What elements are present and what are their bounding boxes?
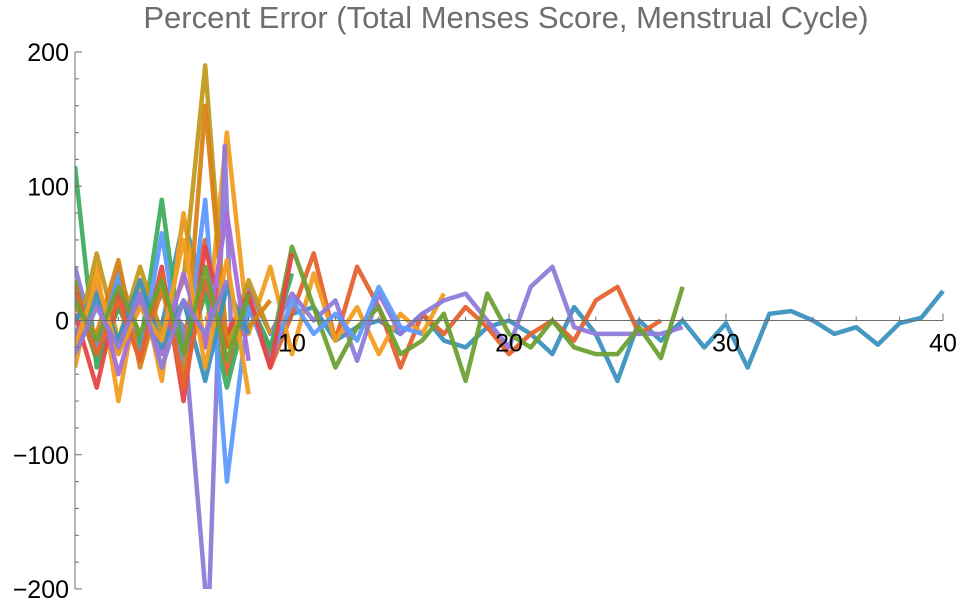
series-line-13 xyxy=(75,271,230,390)
y-tick-label: 0 xyxy=(55,308,69,336)
x-tick-label: 30 xyxy=(712,330,740,358)
series-line-4 xyxy=(75,143,684,589)
chart-title: Percent Error (Total Menses Score, Menst… xyxy=(143,0,868,35)
y-tick-label: −200 xyxy=(13,576,69,604)
tick-layer: 10 20 30 40 200 100 0 −100 −200 xyxy=(13,39,957,604)
series-line-16 xyxy=(75,279,229,370)
x-tick-label: 10 xyxy=(278,330,306,358)
y-tick-label: 100 xyxy=(27,173,69,201)
x-tick-label: 40 xyxy=(929,330,957,358)
y-tick-label: 200 xyxy=(27,39,69,67)
x-tick-label: 20 xyxy=(495,330,523,358)
series-line-3 xyxy=(75,130,446,404)
y-tick-label: −100 xyxy=(13,442,69,470)
series-layer xyxy=(75,63,945,589)
